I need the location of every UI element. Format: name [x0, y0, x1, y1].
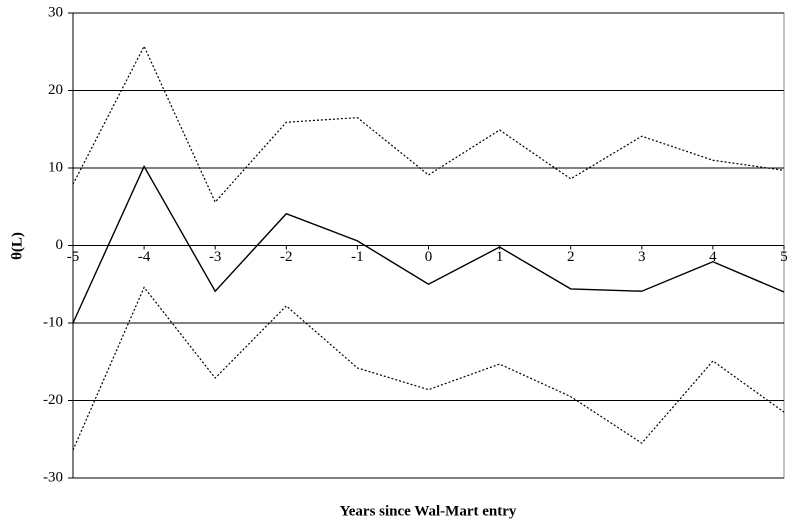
- y-tick-label: -10: [43, 314, 63, 330]
- y-tick-label: -20: [43, 392, 63, 408]
- y-axis-label: θ(L): [9, 232, 25, 260]
- x-tick-label: -1: [351, 249, 364, 265]
- y-tick-label: 0: [56, 237, 64, 253]
- y-tick-label: 10: [48, 159, 63, 175]
- x-tick-label: -4: [138, 249, 151, 265]
- y-tick-label: 20: [48, 82, 63, 98]
- x-tick-label: 3: [638, 249, 646, 265]
- series-line: [72, 286, 785, 451]
- x-tick-label: -2: [280, 249, 293, 265]
- series-line: [72, 44, 785, 204]
- x-tick-label: 2: [567, 249, 575, 265]
- x-tick-label: 0: [425, 249, 433, 265]
- y-tick-label: 30: [48, 4, 63, 20]
- y-tick-label: -30: [43, 469, 63, 485]
- x-tick-label: -5: [67, 249, 80, 265]
- x-axis-label: Years since Wal-Mart entry: [340, 503, 517, 519]
- x-tick-label: 4: [709, 249, 717, 265]
- x-tick-label: -3: [209, 249, 222, 265]
- series-line: [72, 164, 785, 324]
- x-tick-label: 1: [496, 249, 504, 265]
- x-tick-label: 5: [780, 249, 788, 265]
